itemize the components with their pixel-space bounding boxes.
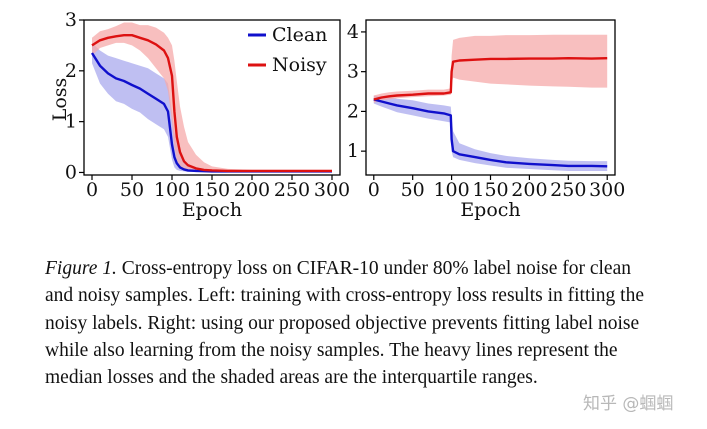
- left-y-tick-label: 1: [65, 111, 77, 133]
- left-x-axis-label: Epoch: [182, 199, 242, 221]
- left-clean-median-line: [90, 52, 332, 173]
- left-x-tick-label: 150: [194, 179, 230, 201]
- right-x-tick-label: 0: [368, 179, 380, 201]
- figure-caption: Figure 1. Cross-entropy loss on CIFAR-10…: [45, 255, 645, 391]
- left-chart: 0 50 100 150 200 250 300 0 1 2 3 Epoch Loss Clean Nois…: [49, 9, 350, 221]
- left-noisy-median-line: [91, 34, 332, 173]
- right-y-tick-label: 2: [347, 100, 359, 122]
- legend-noisy-label: Noisy: [272, 54, 327, 76]
- right-y-tick-label: 3: [347, 61, 359, 83]
- right-x-tick-label: 250: [550, 179, 586, 201]
- right-y-tick-label: 1: [347, 140, 359, 162]
- left-x-tick-label: 50: [120, 179, 144, 201]
- right-noisy-median-line: [373, 57, 608, 101]
- right-x-tick-label: 200: [511, 179, 547, 201]
- left-noisy-iqr-band: [92, 22, 332, 172]
- legend-clean-label: Clean: [272, 24, 327, 46]
- right-x-tick-label: 150: [472, 179, 508, 201]
- right-x-tick-label: 50: [401, 179, 425, 201]
- left-x-tick-label: 100: [154, 179, 190, 201]
- left-x-tick-label: 300: [314, 179, 350, 201]
- left-y-axis-label: Loss: [49, 78, 71, 122]
- watermark: 知乎 @蝈蝈: [583, 394, 674, 414]
- right-clean-iqr-band: [373, 95, 608, 171]
- right-x-tick-label: 300: [589, 179, 625, 201]
- left-y-tick-label: 2: [65, 60, 77, 82]
- left-y-tick-label: 0: [65, 161, 77, 183]
- figure-label: Figure 1.: [45, 258, 117, 279]
- figure: 0 50 100 150 200 250 3000123EpochLossCleanNois…: [49, 9, 625, 221]
- right-x-tick-label: 100: [433, 179, 469, 201]
- right-noisy-iqr-band: [373, 34, 608, 103]
- right-x-axis-label: Epoch: [460, 199, 520, 221]
- right-clean-median-line: [373, 98, 608, 168]
- left-y-tick-label: 3: [65, 9, 77, 31]
- right-y-tick-label: 4: [347, 21, 359, 43]
- left-x-tick-label: 200: [234, 179, 270, 201]
- caption-text: Cross-entropy loss on CIFAR-10 under 80%…: [45, 258, 644, 389]
- right-chart: 0 50 100 150 200 250 300 1 2 3 4 Epoch: [347, 19, 625, 221]
- left-clean-iqr-band: [92, 42, 332, 173]
- left-x-tick-label: 250: [274, 179, 310, 201]
- left-x-tick-label: 0: [86, 179, 98, 201]
